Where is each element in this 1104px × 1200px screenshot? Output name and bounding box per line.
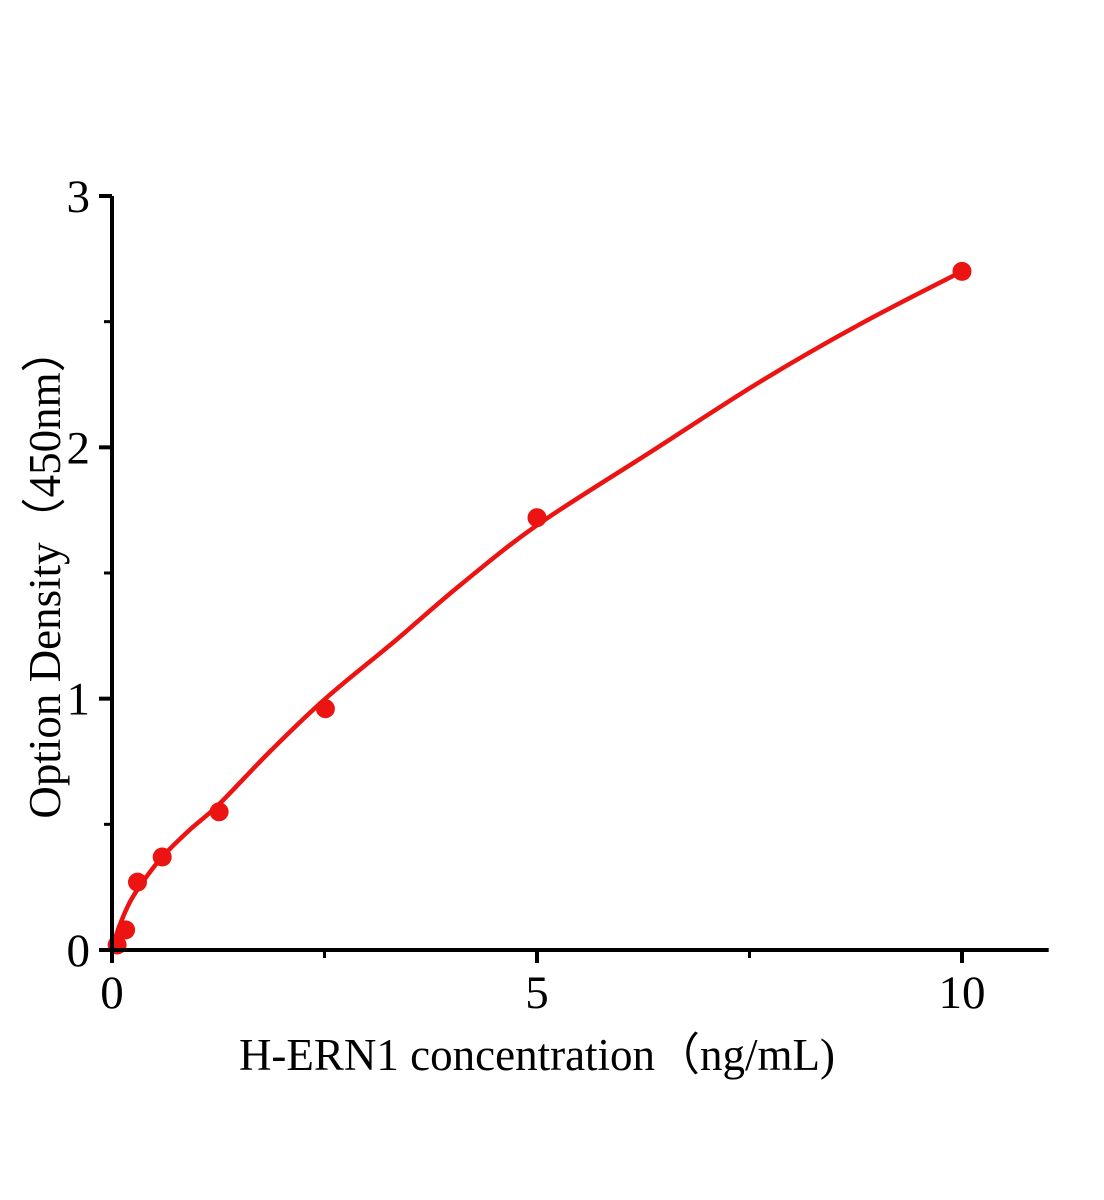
data-point-marker xyxy=(209,802,229,822)
axes xyxy=(99,194,1049,963)
data-point-marker xyxy=(527,508,547,528)
x-tick-label: 5 xyxy=(525,967,549,1019)
y-axis-label: Option Density（450nm） xyxy=(20,327,70,818)
tick-labels: 0 5 10 0 1 2 3 xyxy=(67,171,986,1019)
x-tick-label: 0 xyxy=(100,967,124,1019)
fit-curve-path xyxy=(109,269,965,953)
fit-curve-line xyxy=(109,269,965,953)
x-tick-label: 10 xyxy=(939,967,986,1019)
x-axis-label: H-ERN1 concentration（ng/mL) xyxy=(239,1030,835,1080)
y-tick-label: 2 xyxy=(67,422,91,474)
data-point-marker xyxy=(952,261,972,281)
data-point-marker xyxy=(116,920,136,940)
y-tick-label: 1 xyxy=(67,674,91,726)
data-point-marker xyxy=(152,847,172,867)
y-tick-label: 3 xyxy=(67,171,91,223)
y-tick-label: 0 xyxy=(67,925,91,977)
data-point-marker xyxy=(128,872,147,892)
data-points xyxy=(107,261,972,955)
data-point-marker xyxy=(315,699,335,719)
